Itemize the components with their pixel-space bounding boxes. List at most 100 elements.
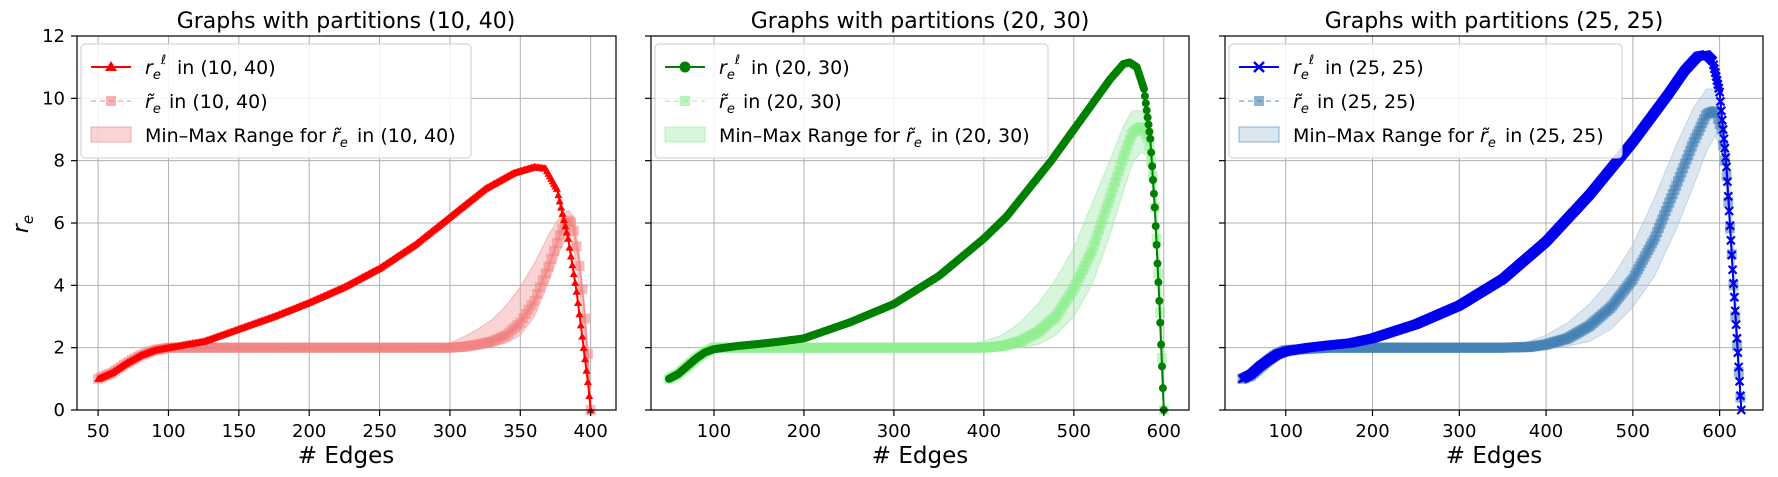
y-tick-label: 6 xyxy=(54,213,65,234)
chart-panel-20-30: Graphs with partitions (20, 30) # Edges … xyxy=(645,9,1190,469)
data-point-tilde xyxy=(1712,113,1723,124)
legend-label-range-tail: in (25, 25) xyxy=(1505,125,1604,147)
x-tick-label: 400 xyxy=(967,421,1001,442)
x-axis-label: # Edges xyxy=(1446,443,1542,469)
data-point-tilde xyxy=(529,295,540,306)
data-point-ell xyxy=(1731,319,1741,330)
data-point-ell xyxy=(582,366,591,374)
data-point-tilde xyxy=(1108,182,1119,193)
data-point-ell xyxy=(559,215,568,224)
y-tick-label: 2 xyxy=(54,338,65,359)
data-point-ell xyxy=(555,197,564,205)
data-point-ell xyxy=(1732,333,1742,344)
data-point-ell xyxy=(1714,87,1725,97)
plot-group: 50 100 150 200 250 300 350 400 0 2 4 6 8 10 12 xyxy=(42,26,617,442)
data-point-ell xyxy=(1151,222,1160,231)
data-point-ell xyxy=(558,209,567,217)
x-tick-label: 200 xyxy=(1355,421,1389,442)
data-point-ell xyxy=(1723,191,1734,202)
data-point-ell xyxy=(1728,278,1739,289)
data-point-tilde xyxy=(1144,141,1155,152)
x-axis-label: # Edges xyxy=(872,443,968,469)
plot-group: 100 200 300 400 500 600 xyxy=(1219,35,1764,442)
data-point-ell xyxy=(581,355,590,363)
data-point-ell xyxy=(1729,292,1740,302)
data-point-tilde xyxy=(577,284,588,295)
data-point-tilde xyxy=(1110,176,1121,187)
data-point-ell xyxy=(1144,120,1153,129)
x-tick-label: 400 xyxy=(1529,421,1563,442)
data-point-ell xyxy=(1157,340,1166,349)
data-point-tilde xyxy=(582,348,593,359)
data-point-ell xyxy=(1733,362,1744,372)
legend-frame xyxy=(654,43,1049,159)
legend-label-range: Min–Max Range for xyxy=(145,125,326,147)
data-point-tilde xyxy=(1092,230,1103,241)
data-point-tilde xyxy=(580,313,591,324)
data-point-tilde xyxy=(565,217,576,228)
data-point-ell xyxy=(1726,235,1736,246)
legend-label-ell: in (20, 30) xyxy=(751,57,850,79)
data-point-ell xyxy=(1724,206,1734,216)
x-tick-label: 500 xyxy=(1616,421,1650,442)
data-point-ell xyxy=(574,298,583,306)
data-point-ell xyxy=(1716,106,1727,116)
legend-frame xyxy=(1228,43,1623,159)
data-point-ell xyxy=(1148,162,1157,171)
legend-marker-square-icon xyxy=(106,96,116,106)
panel-title: Graphs with partitions (10, 40) xyxy=(177,9,516,34)
legend-marker-square-icon xyxy=(1254,96,1264,106)
data-point-ell xyxy=(1158,362,1167,371)
data-point-tilde xyxy=(537,275,548,286)
legend-label-tilde: in (10, 40) xyxy=(169,91,268,113)
data-point-ell xyxy=(1720,143,1730,153)
data-point-ell xyxy=(1141,99,1150,108)
data-point-tilde xyxy=(1103,198,1114,209)
x-tick-label: 300 xyxy=(1442,421,1476,442)
data-point-ell xyxy=(1727,264,1738,275)
data-point-ell xyxy=(1154,278,1163,287)
data-point-tilde xyxy=(1106,187,1117,198)
data-point-ell xyxy=(1140,92,1149,101)
legend-label-tilde: in (20, 30) xyxy=(743,91,842,113)
data-point-ell xyxy=(1726,250,1737,260)
data-point-ell xyxy=(571,278,580,286)
x-tick-label: 250 xyxy=(362,421,396,442)
data-point-tilde xyxy=(540,268,551,279)
legend-marker-circle-icon xyxy=(679,61,691,73)
data-point-ell xyxy=(1734,376,1745,387)
legend-frame xyxy=(80,43,472,159)
data-point-ell xyxy=(576,321,585,329)
data-point-tilde xyxy=(1095,219,1106,230)
data-point-tilde xyxy=(1086,246,1097,257)
legend-label-ell: in (10, 40) xyxy=(177,57,276,79)
y-tick-label: 4 xyxy=(54,275,65,296)
panel-title: Graphs with partitions (25, 25) xyxy=(1325,9,1664,34)
data-point-ell xyxy=(575,310,584,318)
x-tick-label: 350 xyxy=(503,421,537,442)
data-point-tilde xyxy=(1104,193,1115,204)
x-tick-label: 150 xyxy=(222,421,256,442)
data-point-ell xyxy=(583,377,592,386)
data-point-ell xyxy=(1719,134,1729,144)
data-point-ell xyxy=(1730,306,1741,316)
chart-panel-25-25: Graphs with partitions (25, 25) # Edges … xyxy=(1219,9,1764,469)
legend: reℓ in (25, 25) r̃e in (25, 25) Min–Max … xyxy=(1228,43,1623,159)
legend-label-range: Min–Max Range for xyxy=(1293,125,1474,147)
data-point-tilde xyxy=(1716,124,1727,135)
x-tick-label: 100 xyxy=(697,421,731,442)
data-point-tilde xyxy=(1088,240,1099,251)
x-tick-label: 50 xyxy=(87,421,110,442)
data-point-ell xyxy=(1152,240,1161,249)
data-point-ell xyxy=(557,203,566,211)
data-point-tilde xyxy=(1097,214,1108,225)
legend-marker-square-icon xyxy=(680,96,690,106)
data-point-ell xyxy=(565,243,574,251)
minmax-band xyxy=(97,209,592,411)
legend-label-tilde: in (25, 25) xyxy=(1317,91,1416,113)
legend: reℓ in (10, 40) r̃e in (10, 40) Min–Max … xyxy=(80,43,472,159)
y-tick-label: 8 xyxy=(54,151,65,172)
x-axis-label: # Edges xyxy=(298,443,394,469)
data-point-ell xyxy=(1158,384,1167,393)
